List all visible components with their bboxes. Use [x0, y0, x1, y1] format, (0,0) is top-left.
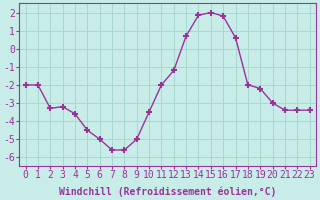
X-axis label: Windchill (Refroidissement éolien,°C): Windchill (Refroidissement éolien,°C) — [59, 186, 276, 197]
